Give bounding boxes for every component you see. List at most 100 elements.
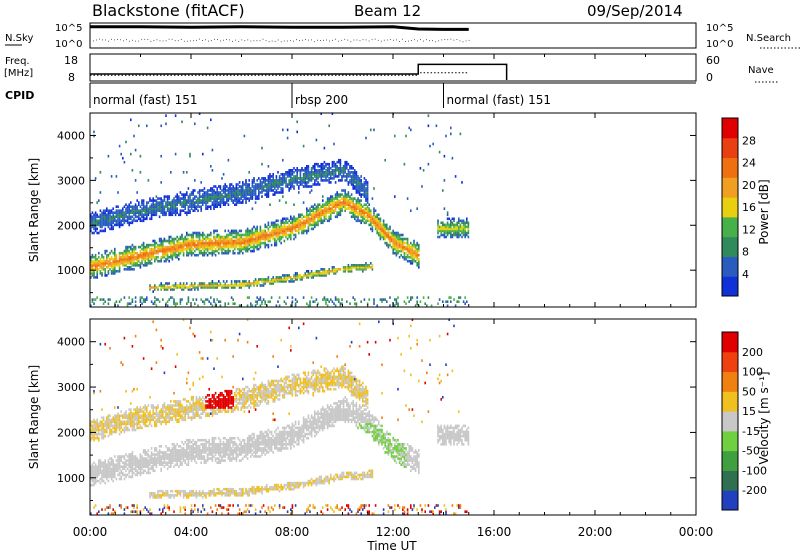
power-cell [318,274,321,277]
power-cell [118,268,121,271]
power-cell [395,241,398,245]
velocity-cell [94,463,97,466]
velocity-cell [152,457,154,460]
power-cell [342,199,345,202]
power-cell [267,235,270,239]
velocity-cell [149,492,151,495]
power-cell [267,195,270,198]
power-cell [462,225,465,229]
power-cell [229,233,231,237]
power-cell [184,235,186,239]
power-cell [117,223,119,227]
power-cell [150,207,153,210]
power-cell [381,235,383,239]
power-ylabel: Slant Range [km] [27,158,41,262]
power-cell [256,225,258,229]
power-cell [122,217,124,221]
power-cell [354,197,356,200]
power-cell [318,211,321,214]
power-cell [347,207,350,210]
power-cell [291,171,294,174]
power-cell [160,237,162,241]
power-cell [299,274,302,277]
power-cell [280,189,282,192]
power-cell [102,262,105,265]
power-cell [410,259,412,263]
power-cell [128,302,130,305]
power-cell [450,221,452,225]
power-cell [155,249,158,253]
power-cell [464,227,466,231]
power-cell [126,266,129,269]
power-cell [347,266,350,269]
velocity-cell [126,467,129,471]
power-cell [286,274,289,277]
power-cell [160,245,162,249]
power-cell [230,286,233,289]
power-cell [338,199,340,202]
power-cell [130,262,132,265]
velocity-cell [138,463,140,466]
power-cell [168,213,170,217]
power-cell [272,233,274,237]
power-cell [317,272,319,275]
power-cell [342,171,345,174]
power-cell [197,233,199,237]
power-cell [118,219,121,223]
power-cell [379,223,382,227]
power-cell [219,235,222,239]
velocity-cell [112,473,114,477]
power-cell [218,195,220,198]
velocity-cell [107,461,110,464]
power-cell [314,203,316,206]
power-cell [336,298,338,301]
power-cell [238,241,241,245]
velocity-cell [154,422,156,426]
power-cell [344,193,346,196]
power-cell [96,219,98,223]
power-cell [296,223,298,227]
velocity-cell [150,455,153,458]
power-cell [278,191,281,194]
power-cell [182,201,185,204]
power-cell [259,191,262,194]
power-cell [296,175,298,178]
power-cell [270,221,273,225]
power-cell [174,209,177,212]
power-cell [326,197,329,200]
power-cell [382,225,385,229]
power-cell [320,211,322,214]
power-cell [114,249,116,253]
power-cell [224,185,226,188]
power-cell [232,231,234,235]
power-cell [245,229,247,233]
velocity-cell [136,510,138,513]
velocity-cell [147,453,150,456]
power-cell [349,205,351,208]
velocity-cell [128,463,130,466]
power-cell [251,235,254,239]
power-cell [235,191,238,194]
power-cell [458,217,460,221]
velocity-cell [130,453,132,456]
power-cell [186,241,188,245]
power-cell [90,262,92,265]
power-cell [450,296,452,299]
velocity-cell [158,463,161,466]
power-cell [269,237,271,241]
power-cell [360,179,362,182]
velocity-cell [110,471,113,475]
power-cell [346,162,348,166]
power-cell [93,227,95,231]
velocity-cell [138,412,140,415]
power-cell [144,253,146,257]
power-cell [149,205,151,208]
power-cell [138,201,140,204]
power-cell [280,223,282,227]
power-cell [120,209,122,212]
power-cell [309,209,311,212]
velocity-cell [120,469,122,473]
power-cell [349,203,351,206]
power-cell [179,211,182,214]
power-cell [467,225,470,229]
